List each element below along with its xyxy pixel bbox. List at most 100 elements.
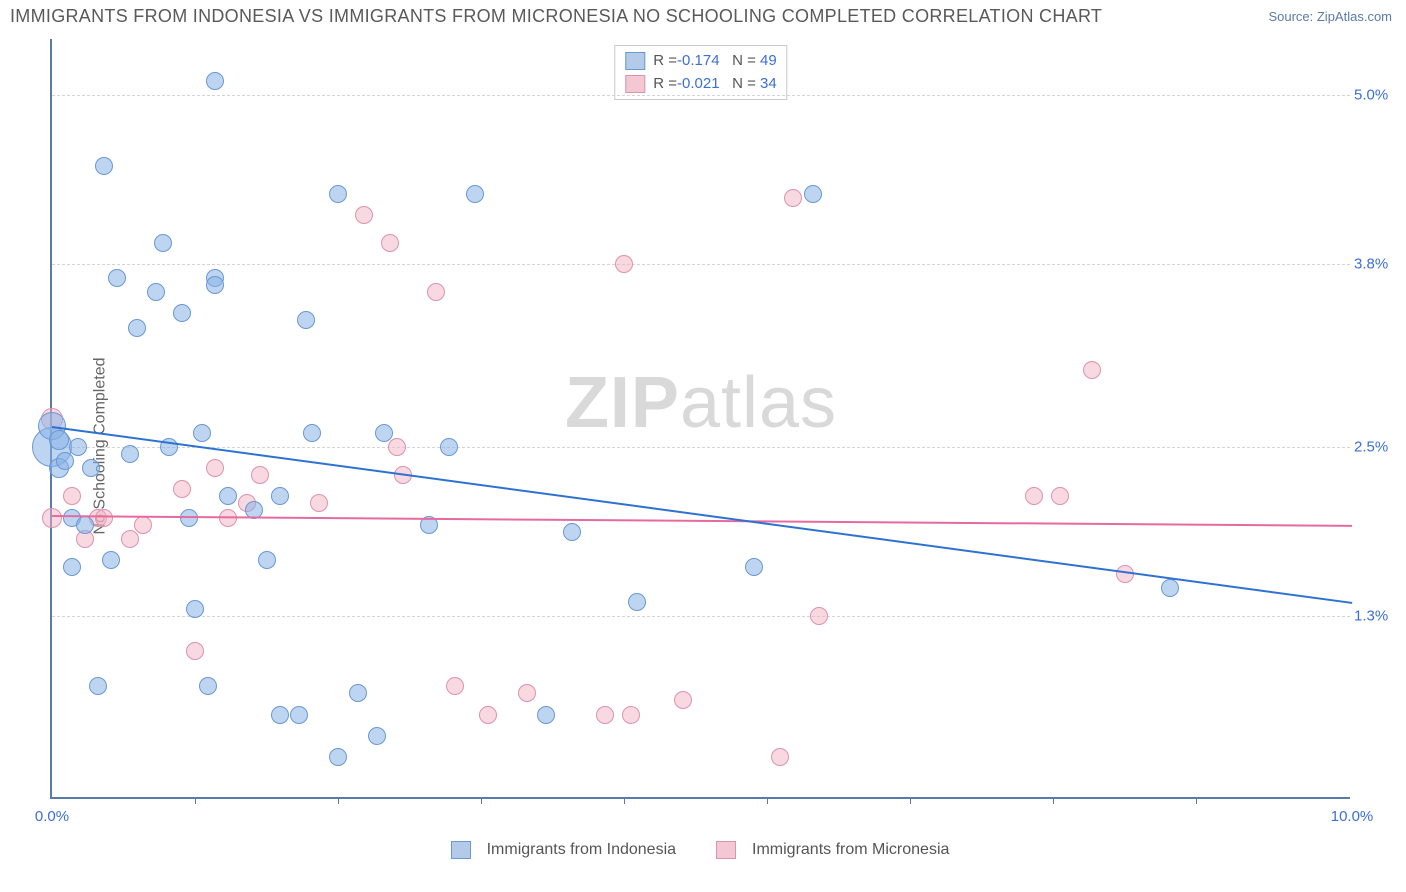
data-point [121,445,139,463]
grid-line [52,447,1350,448]
legend-label: Immigrants from Indonesia [487,841,676,859]
data-point [42,508,62,528]
r-value: -0.021 [677,73,720,96]
data-point [63,487,81,505]
data-point [1025,487,1043,505]
data-point [290,706,308,724]
data-point [674,691,692,709]
data-point [102,551,120,569]
data-point [95,157,113,175]
data-point [622,706,640,724]
data-point [563,523,581,541]
data-point [186,600,204,618]
data-point [147,283,165,301]
data-point [446,677,464,695]
legend-item: Immigrants from Micronesia [716,841,949,859]
data-point [368,727,386,745]
y-tick-label: 1.3% [1354,608,1400,625]
data-point [771,748,789,766]
data-point [63,558,81,576]
watermark-atlas: atlas [680,363,837,443]
x-tick [338,797,339,804]
data-point [329,748,347,766]
data-point [271,706,289,724]
title-bar: IMMIGRANTS FROM INDONESIA VS IMMIGRANTS … [0,0,1406,31]
legend-item: Immigrants from Indonesia [451,841,676,859]
data-point [199,677,217,695]
data-point [440,438,458,456]
data-point [128,319,146,337]
data-point [82,459,100,477]
x-tick [1053,797,1054,804]
data-point [1161,579,1179,597]
r-value: -0.174 [677,50,720,73]
legend-swatch [625,52,645,70]
data-point [206,276,224,294]
data-point [89,677,107,695]
y-tick-label: 3.8% [1354,256,1400,273]
data-point [381,234,399,252]
data-point [49,430,69,450]
r-label: R = [653,73,677,96]
data-point [745,558,763,576]
data-point [479,706,497,724]
data-point [427,283,445,301]
x-tick [767,797,768,804]
data-point [329,185,347,203]
data-point [206,459,224,477]
n-value: 34 [760,73,777,96]
y-tick-label: 5.0% [1354,87,1400,104]
n-value: 49 [760,50,777,73]
chart-title: IMMIGRANTS FROM INDONESIA VS IMMIGRANTS … [10,6,1102,27]
data-point [76,516,94,534]
data-point [251,466,269,484]
data-point [628,593,646,611]
data-point [173,304,191,322]
data-point [804,185,822,203]
r-label: R = [653,50,677,73]
data-point [388,438,406,456]
data-point [375,424,393,442]
data-point [134,516,152,534]
data-point [95,509,113,527]
grid-line [52,616,1350,617]
source-text: Source: ZipAtlas.com [1268,9,1392,24]
data-point [297,311,315,329]
watermark-zip: ZIP [565,363,680,443]
x-tick [910,797,911,804]
data-point [810,607,828,625]
legend-swatch [451,841,471,859]
data-point [121,530,139,548]
data-point [206,72,224,90]
data-point [1083,361,1101,379]
legend-swatch [716,841,736,859]
x-tick [195,797,196,804]
data-point [349,684,367,702]
y-tick-label: 2.5% [1354,439,1400,456]
data-point [69,438,87,456]
data-point [303,424,321,442]
chart-area: No Schooling Completed ZIPatlas R = -0.1… [0,31,1406,861]
data-point [596,706,614,724]
data-point [784,189,802,207]
legend-stats-row: R = -0.174 N = 49 [625,50,776,73]
x-tick [481,797,482,804]
x-tick [1196,797,1197,804]
data-point [108,269,126,287]
x-tick-label: 0.0% [35,808,69,825]
data-point [258,551,276,569]
data-point [173,480,191,498]
grid-line [52,95,1350,96]
data-point [193,424,211,442]
data-point [310,494,328,512]
n-label: N = [720,73,760,96]
trend-line-micronesia [52,515,1352,527]
x-tick-label: 10.0% [1331,808,1374,825]
data-point [355,206,373,224]
data-point [154,234,172,252]
data-point [615,255,633,273]
data-point [466,185,484,203]
data-point [271,487,289,505]
data-point [219,487,237,505]
data-point [518,684,536,702]
